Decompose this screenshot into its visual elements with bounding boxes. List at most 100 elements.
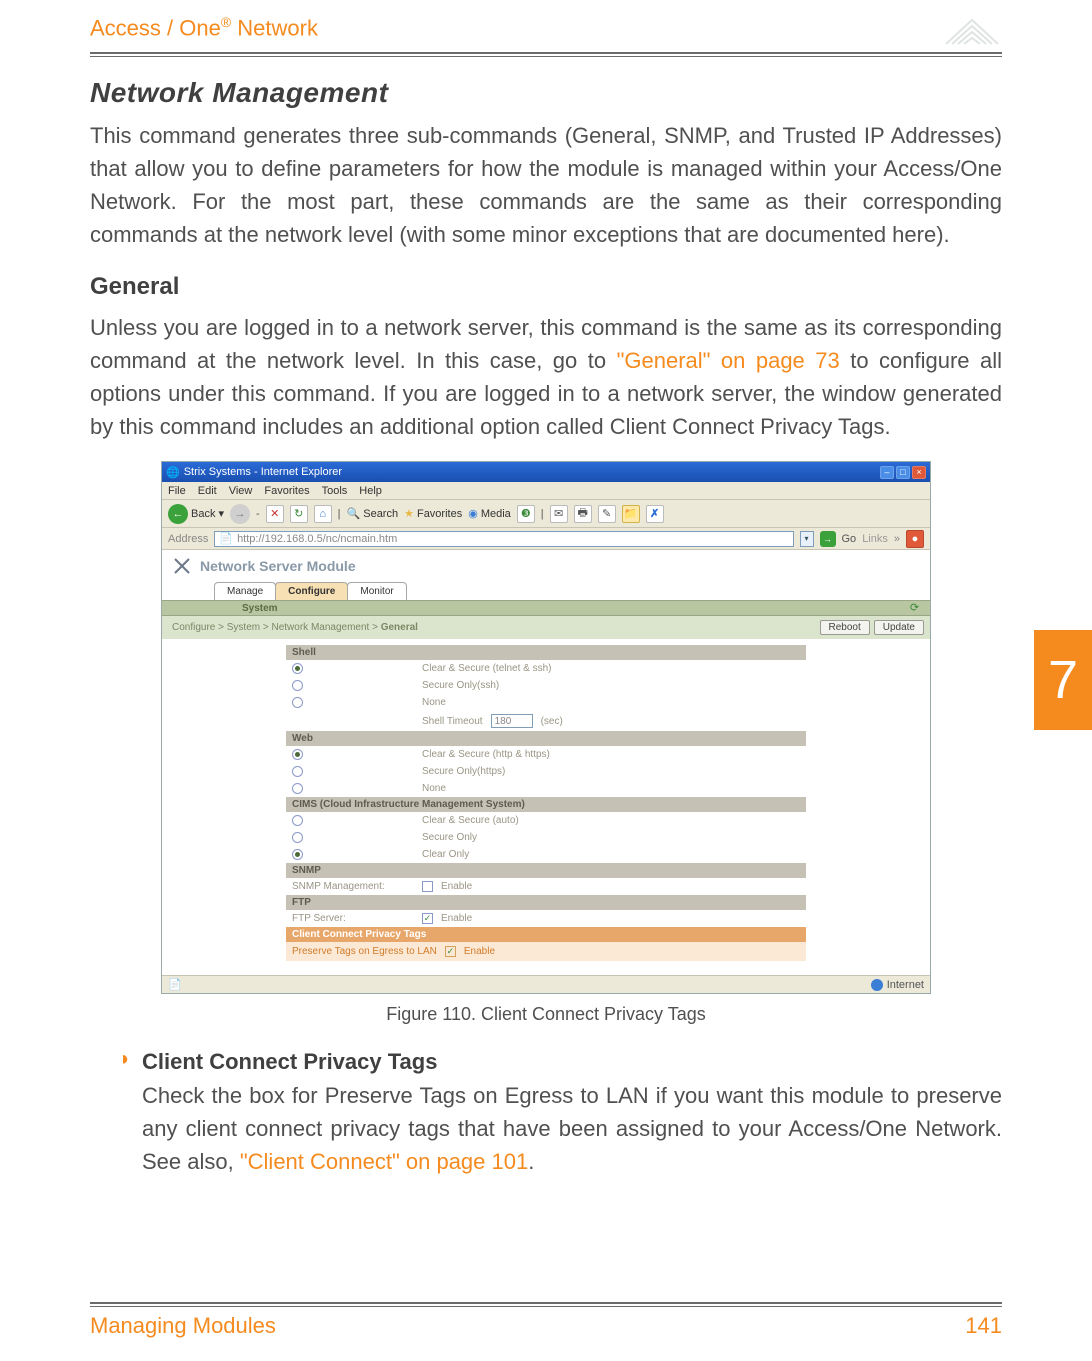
snmp-enable-label: Enable [441,881,472,892]
status-zone: Internet [887,979,924,991]
menu-edit[interactable]: Edit [198,485,217,497]
address-input[interactable]: 📄http://192.168.0.5/nc/ncmain.htm [214,531,793,547]
footer-left: Managing Modules [90,1313,276,1339]
search-label: Search [363,508,398,520]
mail-button[interactable]: ✉ [550,505,568,523]
tab-monitor[interactable]: Monitor [347,582,406,600]
links-label[interactable]: Links [862,533,888,545]
history-button[interactable]: ❸ [517,505,535,523]
forward-button[interactable]: → [230,504,250,524]
cims-opt1-radio[interactable] [292,815,303,826]
page-footer: Managing Modules 141 [90,1302,1002,1339]
section-title: Network Management [90,77,1002,109]
group-shell-title: Shell [286,645,806,660]
reboot-button[interactable]: Reboot [820,620,870,635]
toolbar-extra-icon[interactable]: ● [906,530,924,548]
web-opt1-radio[interactable] [292,749,303,760]
internet-zone-icon [871,979,883,991]
web-opt2-radio[interactable] [292,766,303,777]
menu-view[interactable]: View [229,485,253,497]
system-band-label: System [162,603,286,614]
ftp-row-label: FTP Server: [292,913,412,924]
media-icon: ◉ [468,507,478,520]
cims-opt3-label: Clear Only [422,849,800,860]
ie-toolbar: ←Back ▾ → - ✕ ↻ ⌂ | 🔍Search ★Favorites ◉… [162,500,930,528]
media-label: Media [481,508,511,520]
bullet-heading: Client Connect Privacy Tags [142,1049,437,1075]
shell-opt1-radio[interactable] [292,663,303,674]
brand-reg: ® [221,14,231,30]
bullet-body-post: . [528,1149,534,1174]
shell-opt2-radio[interactable] [292,680,303,691]
ie-menubar: File Edit View Favorites Tools Help [162,482,930,500]
star-icon: ★ [404,507,414,520]
menu-help[interactable]: Help [359,485,382,497]
section-intro: This command generates three sub-command… [90,119,1002,251]
snmp-enable-checkbox[interactable] [422,881,433,892]
bullet-link[interactable]: "Client Connect" on page 101 [240,1149,528,1174]
ccpt-row: Preserve Tags on Egress to LAN ✓ Enable [286,942,806,961]
tab-configure[interactable]: Configure [275,582,348,600]
header-rule-thick [90,52,1002,54]
shell-opt3-label: None [422,697,800,708]
address-label: Address [168,533,208,545]
edit-button[interactable]: ✎ [598,505,616,523]
ie-statusbar: 📄 Internet [162,975,930,993]
group-shell: Shell Clear & Secure (telnet & ssh) Secu… [286,645,806,731]
footer-page: 141 [965,1313,1002,1339]
ccpt-enable-label: Enable [464,946,495,957]
update-button[interactable]: Update [874,620,924,635]
x-button[interactable]: ✗ [646,505,664,523]
group-cims-title: CIMS (Cloud Infrastructure Management Sy… [286,797,806,812]
stop-button[interactable]: ✕ [266,505,284,523]
config-panel: Shell Clear & Secure (telnet & ssh) Secu… [162,639,930,975]
refresh-icon[interactable]: ⟳ [910,601,924,615]
print-button[interactable]: 🖶 [574,505,592,523]
group-web: Web Clear & Secure (http & https) Secure… [286,731,806,797]
refresh-button[interactable]: ↻ [290,505,308,523]
strix-logo-icon [172,556,192,576]
shell-opt2-label: Secure Only(ssh) [422,680,800,691]
shell-opt3-radio[interactable] [292,697,303,708]
general-heading: General [90,273,1002,301]
cims-opt2-radio[interactable] [292,832,303,843]
address-dropdown[interactable]: ▾ [800,531,814,547]
general-link[interactable]: "General" on page 73 [617,348,840,373]
ftp-enable-checkbox[interactable]: ✓ [422,913,433,924]
tab-manage[interactable]: Manage [214,582,276,600]
menu-tools[interactable]: Tools [322,485,348,497]
tab-bar: Manage Configure Monitor [162,582,930,600]
go-button[interactable]: → [820,531,836,547]
breadcrumb-row: Configure > System > Network Management … [162,616,930,639]
links-chevron-icon[interactable]: » [894,533,900,545]
maximize-button[interactable]: □ [896,466,910,479]
home-button[interactable]: ⌂ [314,505,332,523]
brand-mark-icon [942,14,1002,48]
favorites-button[interactable]: ★Favorites [404,507,462,520]
back-button[interactable]: ←Back ▾ [168,504,224,524]
media-button[interactable]: ◉Media [468,507,511,520]
web-opt3-label: None [422,783,800,794]
module-title: Network Server Module [200,558,356,574]
page-content: Network Server Module Manage Configure M… [162,550,930,975]
group-snmp-title: SNMP [286,863,806,878]
search-button[interactable]: 🔍Search [347,507,399,520]
ccpt-enable-checkbox[interactable]: ✓ [445,946,456,957]
ie-titlebar: 🌐 Strix Systems - Internet Explorer – □ … [162,462,930,482]
page: Access / One® Network Network Management… [0,0,1092,1361]
shell-timeout-input[interactable]: 180 [491,714,533,728]
status-left: 📄 [168,978,182,991]
group-cims: CIMS (Cloud Infrastructure Management Sy… [286,797,806,863]
close-button[interactable]: × [912,466,926,479]
folder-button[interactable]: 📁 [622,505,640,523]
minimize-button[interactable]: – [880,466,894,479]
address-value: http://192.168.0.5/nc/ncmain.htm [237,533,397,545]
group-ccpt-title: Client Connect Privacy Tags [286,927,806,942]
web-opt3-radio[interactable] [292,783,303,794]
menu-file[interactable]: File [168,485,186,497]
ie-title: Strix Systems - Internet Explorer [184,466,342,478]
brand-title: Access / One® Network [90,14,318,41]
menu-favorites[interactable]: Favorites [264,485,309,497]
cims-opt3-radio[interactable] [292,849,303,860]
window-buttons: – □ × [880,466,926,479]
